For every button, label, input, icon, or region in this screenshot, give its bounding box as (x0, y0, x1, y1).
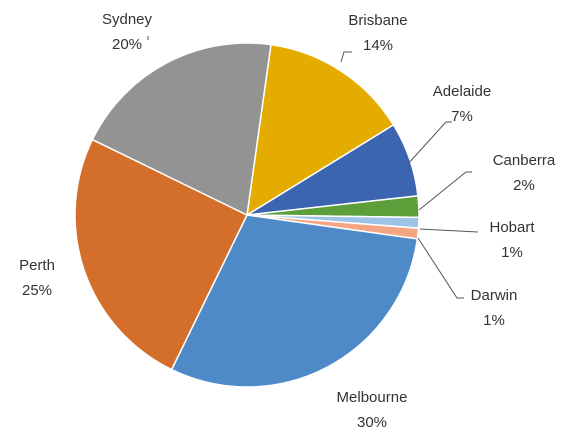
leader-line (418, 171, 472, 211)
slice-value: 2% (513, 177, 535, 194)
slice-value: 1% (501, 244, 523, 261)
leader-line (417, 237, 464, 299)
slice-label: Adelaide (433, 83, 491, 100)
pie-slice (170, 214, 419, 388)
slice-label: Darwin (471, 287, 518, 304)
slice-label: Perth (19, 257, 55, 274)
slice-label: Brisbane (348, 12, 407, 29)
slice-value: 14% (363, 37, 393, 54)
slice-value: 7% (451, 108, 473, 125)
slice-value: 20% (112, 36, 142, 53)
pie-slice (74, 138, 249, 371)
slice-value: 30% (357, 414, 387, 431)
slice-label: Sydney (102, 11, 153, 28)
slice-label: Canberra (493, 152, 556, 169)
pie-slice (246, 43, 395, 217)
slice-value: 25% (22, 282, 52, 299)
leader-line (406, 121, 452, 166)
leader-line (340, 51, 352, 63)
slice-label: Hobart (489, 219, 535, 236)
slice-value: 1% (483, 312, 505, 329)
leader-line (419, 228, 479, 233)
pie-slice (91, 42, 272, 217)
slice-label: Melbourne (337, 389, 408, 406)
